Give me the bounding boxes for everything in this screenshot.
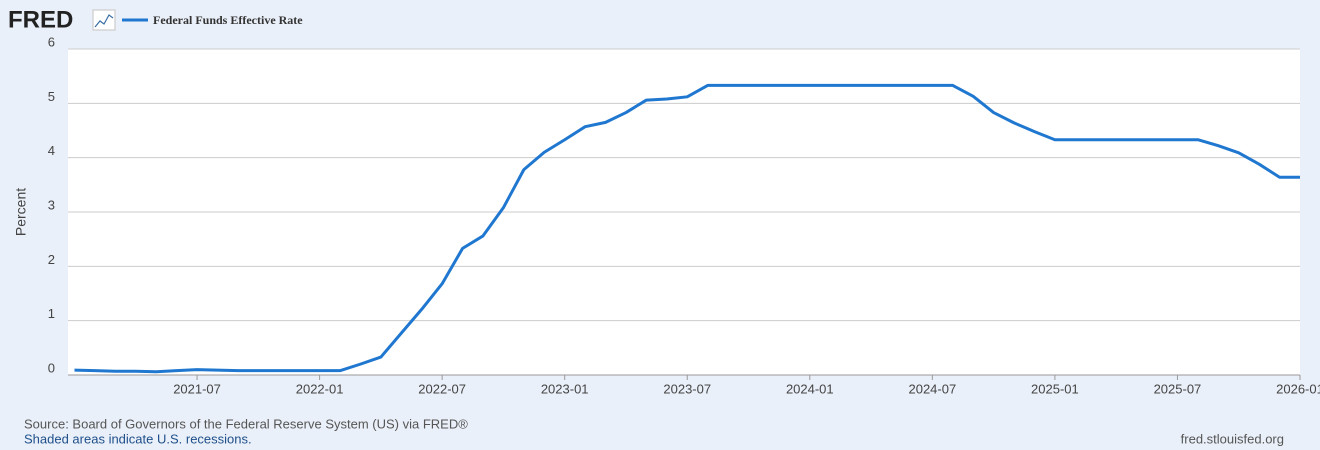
source-url: fred.stlouisfed.org	[1181, 431, 1284, 446]
y-tick-label: 4	[48, 143, 55, 158]
x-tick-label: 2023-07	[663, 381, 711, 396]
logo-icon	[92, 9, 116, 31]
recession-note: Shaded areas indicate U.S. recessions.	[24, 431, 252, 446]
x-tick-label: 2022-01	[296, 381, 344, 396]
y-axis-label: Percent	[13, 188, 29, 236]
y-tick-label: 1	[48, 306, 55, 321]
x-tick-label: 2024-07	[908, 381, 956, 396]
legend-label: Federal Funds Effective Rate	[153, 13, 303, 27]
x-tick-label: 2026-01	[1276, 381, 1320, 396]
series-line	[74, 83, 1300, 374]
y-tick-label: 5	[48, 89, 55, 104]
x-tick-label: 2022-07	[418, 381, 466, 396]
x-tick-label: 2025-07	[1154, 381, 1202, 396]
y-tick-label: 0	[48, 360, 55, 375]
logo: FRED	[8, 6, 73, 33]
y-tick-label: 6	[48, 34, 55, 49]
x-tick-label: 2023-01	[541, 381, 589, 396]
y-tick-label: 3	[48, 197, 55, 212]
x-tick-label: 2021-07	[173, 381, 221, 396]
y-tick-label: 2	[48, 252, 55, 267]
source-note: Source: Board of Governors of the Federa…	[24, 416, 468, 431]
x-tick-label: 2024-01	[786, 381, 834, 396]
x-tick-label: 2025-01	[1031, 381, 1079, 396]
